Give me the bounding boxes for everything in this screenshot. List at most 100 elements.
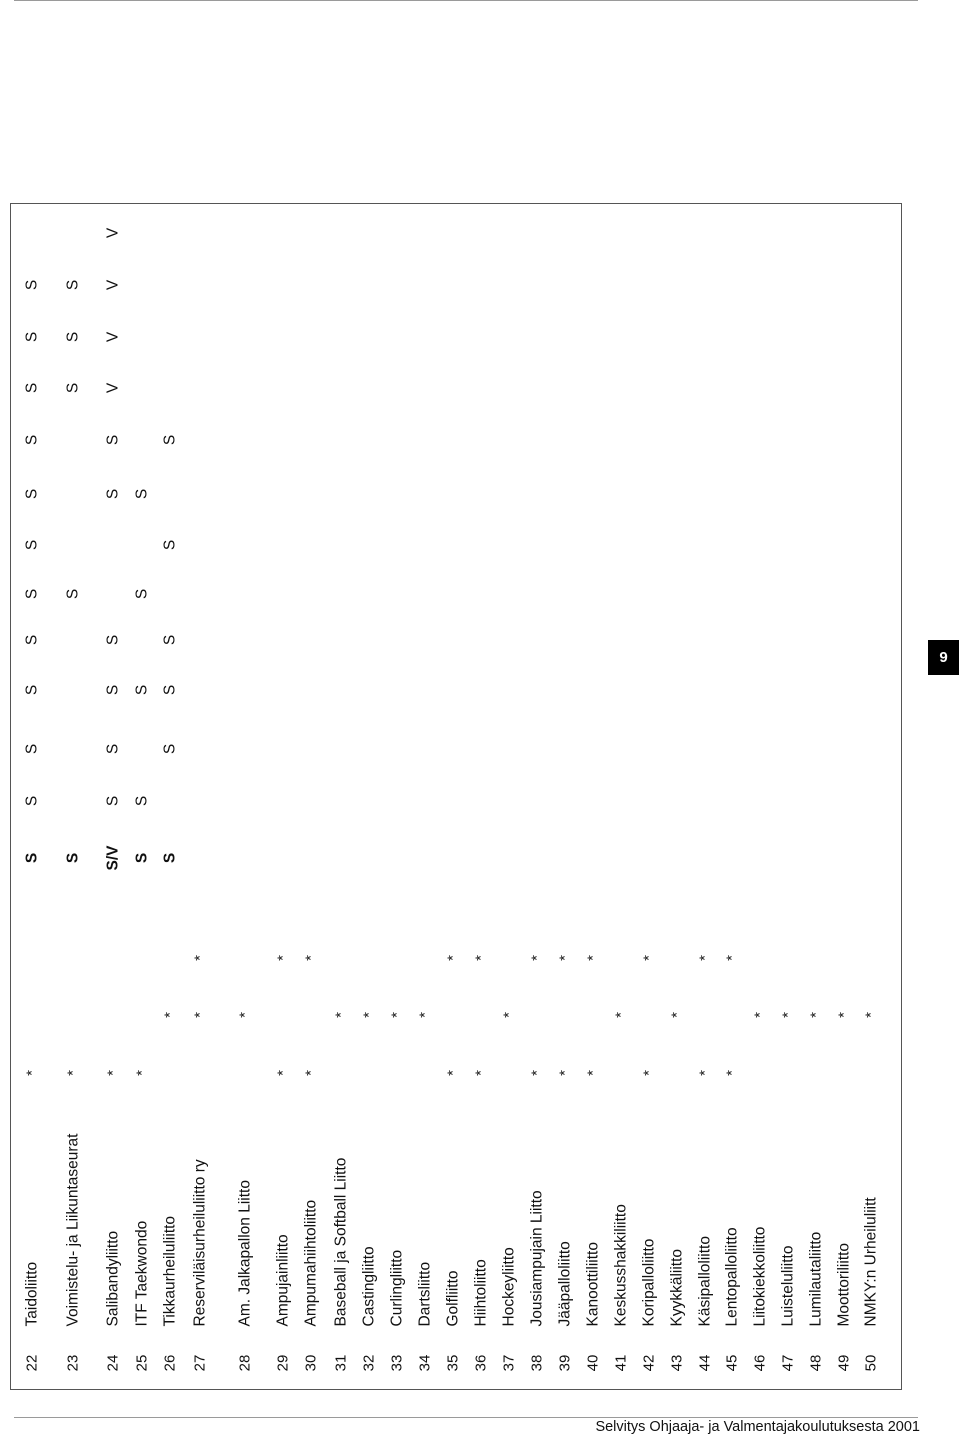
- federation-name: NMKY:n Urheiluliitt: [862, 1196, 880, 1326]
- star-mark: *: [274, 955, 292, 961]
- level-mark: S: [104, 488, 122, 500]
- table-frame: [10, 203, 902, 1390]
- level-mark: S: [161, 539, 179, 551]
- row-number: 27: [191, 1354, 209, 1372]
- level-mark: S: [133, 795, 151, 807]
- level-mark: S: [23, 634, 41, 646]
- level-mark: S/V: [104, 845, 122, 871]
- star-mark: *: [696, 955, 714, 961]
- row-number: 40: [584, 1354, 602, 1372]
- row-number: 43: [668, 1354, 686, 1372]
- federation-name: Am. Jalkapallon Liitto: [236, 1179, 254, 1326]
- federation-name: Curlingliitto: [388, 1249, 406, 1326]
- row-number: 48: [807, 1354, 825, 1372]
- federation-name: Taidoliitto: [23, 1261, 41, 1326]
- level-mark: V: [104, 279, 122, 291]
- federation-name: Golfliitto: [444, 1270, 462, 1326]
- row-number: 37: [500, 1354, 518, 1372]
- federation-name: Voimistelu- ja Liikuntaseurat: [64, 1133, 82, 1326]
- row-number: 22: [23, 1354, 41, 1372]
- federation-name: Käsipalloliitto: [696, 1235, 714, 1326]
- federation-name: Castingliitto: [360, 1245, 378, 1326]
- row-number: 38: [528, 1354, 546, 1372]
- page-number-badge: 9: [928, 640, 959, 675]
- level-mark: S: [133, 684, 151, 696]
- level-mark: S: [23, 852, 41, 864]
- star-mark: *: [444, 955, 462, 961]
- row-number: 25: [133, 1354, 151, 1372]
- star-mark: *: [302, 1070, 320, 1076]
- level-mark: S: [64, 331, 82, 343]
- row-number: 35: [444, 1354, 462, 1372]
- level-mark: V: [104, 331, 122, 343]
- federation-name: ITF Taekwondo: [133, 1220, 151, 1326]
- level-mark: S: [64, 279, 82, 291]
- federation-name: Kyykkäliitto: [668, 1248, 686, 1326]
- federation-name: Salibandyliitto: [104, 1230, 122, 1326]
- star-mark: *: [416, 1012, 434, 1018]
- level-mark: S: [104, 795, 122, 807]
- row-number: 34: [416, 1354, 434, 1372]
- level-mark: S: [133, 588, 151, 600]
- star-mark: *: [191, 955, 209, 961]
- level-mark: S: [104, 434, 122, 446]
- level-mark: S: [64, 588, 82, 600]
- row-number: 46: [751, 1354, 769, 1372]
- federation-name: Tikkaurheiluliitto: [161, 1215, 179, 1326]
- star-mark: *: [612, 1012, 630, 1018]
- federation-name: Liitokiekkoliitto: [751, 1226, 769, 1326]
- level-mark: S: [23, 588, 41, 600]
- row-number: 31: [332, 1354, 350, 1372]
- star-mark: *: [723, 1070, 741, 1076]
- row-number: 30: [302, 1354, 320, 1372]
- level-mark: S: [104, 634, 122, 646]
- star-mark: *: [332, 1012, 350, 1018]
- star-mark: *: [360, 1012, 378, 1018]
- federation-name: Koripalloliitto: [640, 1238, 658, 1326]
- level-mark: V: [104, 227, 122, 239]
- star-mark: *: [23, 1070, 41, 1076]
- row-number: 39: [556, 1354, 574, 1372]
- star-mark: *: [274, 1070, 292, 1076]
- star-mark: *: [104, 1070, 122, 1076]
- federation-name: Kanoottiliitto: [584, 1241, 602, 1326]
- level-mark: S: [23, 539, 41, 551]
- federation-name: Ampujainliitto: [274, 1233, 292, 1326]
- level-mark: S: [23, 743, 41, 755]
- footer-text: Selvitys Ohjaaja- ja Valmentajakoulutuks…: [595, 1419, 920, 1435]
- star-mark: *: [668, 1012, 686, 1018]
- star-mark: *: [584, 1070, 602, 1076]
- star-mark: *: [161, 1012, 179, 1018]
- bottom-rule: [14, 1417, 918, 1418]
- star-mark: *: [472, 1070, 490, 1076]
- row-number: 24: [104, 1354, 122, 1372]
- star-mark: *: [64, 1070, 82, 1076]
- level-mark: S: [104, 684, 122, 696]
- star-mark: *: [640, 955, 658, 961]
- federation-name: Ampumahiihtoliitto: [302, 1199, 320, 1326]
- row-number: 42: [640, 1354, 658, 1372]
- row-number: 50: [862, 1354, 880, 1372]
- row-number: 23: [64, 1354, 82, 1372]
- star-mark: *: [723, 955, 741, 961]
- federation-name: Lentopalloliitto: [723, 1226, 741, 1326]
- row-number: 47: [779, 1354, 797, 1372]
- federation-name: Jousiampujain Liitto: [528, 1189, 546, 1326]
- star-mark: *: [528, 1070, 546, 1076]
- star-mark: *: [472, 955, 490, 961]
- level-mark: S: [161, 852, 179, 864]
- federation-name: Dartsliitto: [416, 1261, 434, 1326]
- row-number: 28: [236, 1354, 254, 1372]
- row-number: 36: [472, 1354, 490, 1372]
- row-number: 32: [360, 1354, 378, 1372]
- level-mark: S: [104, 743, 122, 755]
- row-number: 45: [723, 1354, 741, 1372]
- star-mark: *: [807, 1012, 825, 1018]
- federation-name: Hiihtoliitto: [472, 1258, 490, 1326]
- star-mark: *: [500, 1012, 518, 1018]
- level-mark: S: [133, 852, 151, 864]
- star-mark: *: [191, 1012, 209, 1018]
- row-number: 41: [612, 1354, 630, 1372]
- star-mark: *: [444, 1070, 462, 1076]
- row-number: 26: [161, 1354, 179, 1372]
